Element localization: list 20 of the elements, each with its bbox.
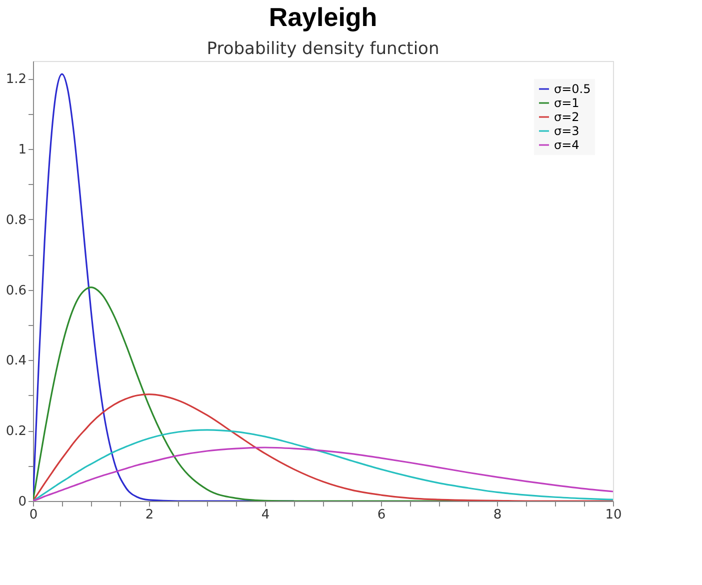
legend-label: σ=2 <box>554 110 580 124</box>
legend-label: σ=0.5 <box>554 82 591 96</box>
y-tick-label: 0.8 <box>6 212 26 228</box>
y-tick-label: 1.2 <box>6 72 26 88</box>
x-tick-label: 2 <box>145 508 154 522</box>
legend-label: σ=3 <box>554 124 580 138</box>
chart-subtitle: Probability density function <box>206 39 440 59</box>
y-tick-label: 0 <box>18 494 26 510</box>
y-tick-label: 1 <box>18 142 26 158</box>
x-tick-label: 8 <box>493 508 502 522</box>
y-tick-label: 0.2 <box>6 424 26 440</box>
x-tick-label: 0 <box>29 508 38 522</box>
x-tick-label: 6 <box>377 508 386 522</box>
chart-title: Rayleigh <box>268 2 378 32</box>
x-tick-label: 10 <box>605 508 622 522</box>
y-tick-label: 0.6 <box>6 283 26 298</box>
legend-label: σ=4 <box>554 138 580 152</box>
x-tick-label: 4 <box>261 508 270 522</box>
legend-label: σ=1 <box>554 96 580 110</box>
y-tick-label: 0.4 <box>6 354 26 369</box>
